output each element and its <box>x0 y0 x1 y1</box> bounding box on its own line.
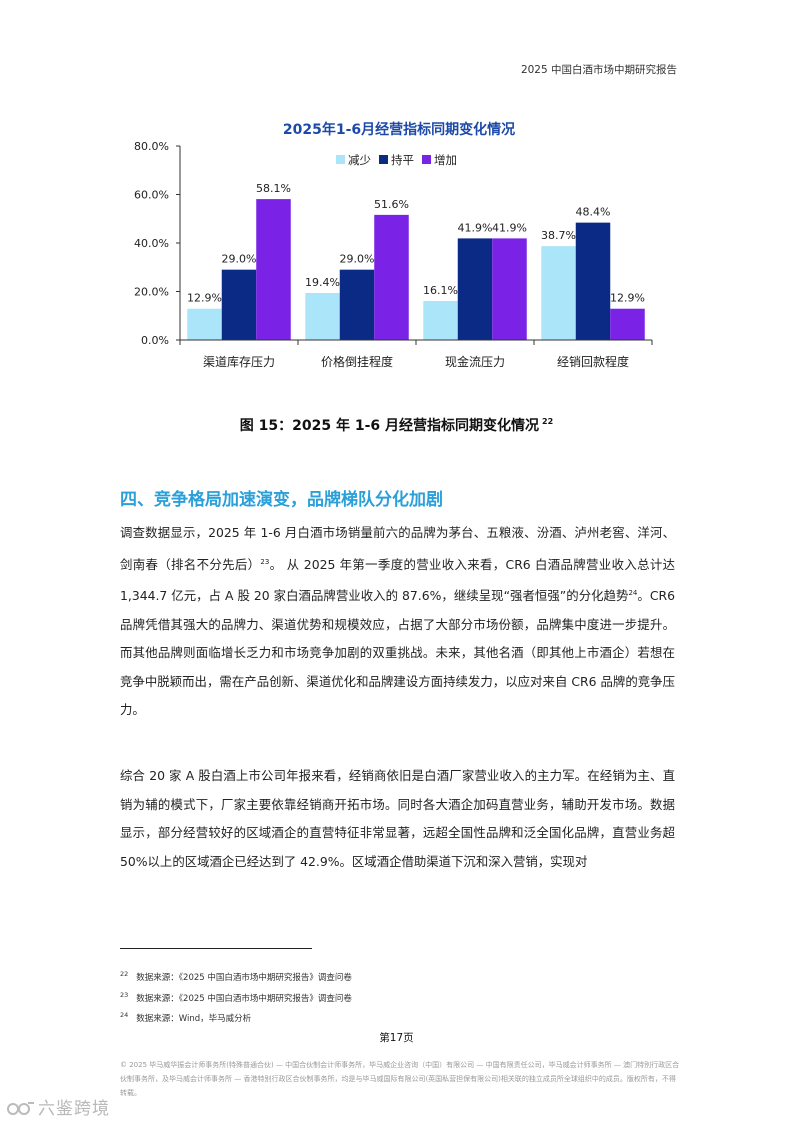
data-label: 29.0% <box>222 253 257 266</box>
footnote-number: 23 <box>120 991 129 999</box>
paragraph-1-part-1: 调查数据显示，2025 年 1-6 月白酒市场销量前六的品牌为茅台、五粮液、汾酒… <box>120 525 675 572</box>
bar-chart: 2025年1-6月经营指标同期变化情况 减少 持平 增加 0.0% 20.0% 40.0… <box>134 121 653 369</box>
bar <box>339 269 375 340</box>
x-tick-label: 价格倒挂程度 <box>321 354 393 369</box>
watermark: 六鉴跨境 <box>6 1094 110 1119</box>
footnote-ref-24: 24 <box>628 589 638 598</box>
data-label: 48.4% <box>576 206 611 219</box>
data-label: 29.0% <box>340 253 375 266</box>
bar <box>256 199 291 340</box>
data-label: 12.9% <box>187 292 222 305</box>
x-axis: 渠道库存压力 价格倒挂程度 现金流压力 经销回款程度 <box>179 339 653 369</box>
paragraph-1-part-3: 。CR6 品牌凭借其强大的品牌力、渠道优势和规模效应，占据了大部分市场份额，品牌… <box>120 588 675 718</box>
y-tick-label: 0.0% <box>141 334 169 347</box>
footnote-24: 24 数据来源：Wind，毕马威分析 <box>120 1011 251 1024</box>
watermark-text: 六鉴跨境 <box>38 1099 110 1119</box>
legend-swatch <box>336 155 345 164</box>
y-axis: 0.0% 20.0% 40.0% 60.0% 80.0% <box>134 140 181 347</box>
paragraph-1: 调查数据显示，2025 年 1-6 月白酒市场销量前六的品牌为茅台、五粮液、汾酒… <box>120 519 675 725</box>
bar <box>541 246 576 340</box>
y-tick-label: 80.0% <box>134 140 169 153</box>
footnote-separator <box>120 948 312 949</box>
footnote-22: 22 数据来源：《2025 中国白酒市场中期研究报告》调查问卷 <box>120 970 352 983</box>
data-label: 51.6% <box>374 198 409 211</box>
x-tick-label: 渠道库存压力 <box>203 354 275 369</box>
legend-label: 减少 <box>348 153 371 167</box>
footnote-23: 23 数据来源：《2025 中国白酒市场中期研究报告》调查问卷 <box>120 991 352 1004</box>
legend-label: 增加 <box>434 153 457 167</box>
watermark-logo-icon <box>7 1102 34 1115</box>
legend-swatch <box>379 155 388 164</box>
y-tick-label: 40.0% <box>134 237 169 250</box>
data-label: 38.7% <box>541 229 576 242</box>
bar <box>610 308 645 340</box>
section-heading: 四、竞争格局加速演变，品牌梯队分化加剧 <box>120 490 443 510</box>
bar <box>305 292 340 340</box>
y-tick-label: 20.0% <box>134 286 169 299</box>
bar <box>492 238 527 340</box>
data-label: 41.9% <box>458 221 493 234</box>
bar <box>187 308 222 340</box>
x-tick-label: 现金流压力 <box>445 354 505 369</box>
bar <box>374 214 409 340</box>
legal-notice: © 2025 毕马威华振会计师事务所(特殊普通合伙) — 中国合伙制会计师事务所… <box>120 1061 680 1097</box>
page-number: 第17页 <box>379 1032 414 1044</box>
x-tick-label: 经销回款程度 <box>557 354 629 369</box>
header-title: 2025 中国白酒市场中期研究报告 <box>520 64 677 76</box>
bar <box>221 269 257 340</box>
bar <box>575 222 611 340</box>
footnote-number: 24 <box>120 1011 129 1019</box>
footnote-ref-23: 23 <box>260 557 270 566</box>
data-label: 16.1% <box>423 284 458 297</box>
figure-caption-text: 图 15：2025 年 1-6 月经营指标同期变化情况 <box>239 418 540 434</box>
bar <box>457 238 493 340</box>
data-label: 58.1% <box>256 182 291 195</box>
footnote-text: 数据来源：《2025 中国白酒市场中期研究报告》调查问卷 <box>136 972 352 983</box>
footnote-number: 22 <box>120 970 129 978</box>
legend-label: 持平 <box>391 153 414 167</box>
legend-swatch <box>422 155 431 164</box>
chart-bars: 12.9%29.0%58.1%19.4%29.0%51.6%16.1%41.9%… <box>187 182 645 340</box>
y-tick-label: 60.0% <box>134 189 169 202</box>
data-label: 12.9% <box>610 292 645 305</box>
bar <box>423 300 458 340</box>
paragraph-2: 综合 20 家 A 股白酒上市公司年报来看，经销商依旧是白酒厂家营业收入的主力军… <box>120 768 675 869</box>
footnote-text: 数据来源：Wind，毕马威分析 <box>136 1013 252 1024</box>
paragraph-1-part-2: 。 从 2025 年第一季度的营业收入来看，CR6 白酒品牌营业收入总计达 1,… <box>120 556 675 604</box>
chart-title: 2025年1-6月经营指标同期变化情况 <box>283 121 515 138</box>
chart-legend: 减少 持平 增加 <box>336 153 457 167</box>
figure-caption: 图 15：2025 年 1-6 月经营指标同期变化情况 22 <box>0 415 793 435</box>
data-label: 19.4% <box>305 276 340 289</box>
figure-footnote-ref: 22 <box>542 417 554 427</box>
data-label: 41.9% <box>492 221 527 234</box>
footnote-text: 数据来源：《2025 中国白酒市场中期研究报告》调查问卷 <box>136 993 352 1004</box>
